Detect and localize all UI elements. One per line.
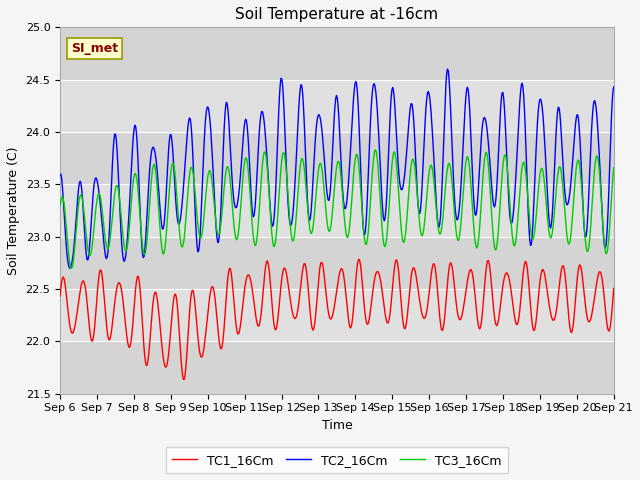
TC2_16Cm (610, 84, 618, 90)
Y-axis label: Soil Temperature (C): Soil Temperature (C) (7, 146, 20, 275)
TC3_16Cm (68, 265, 76, 271)
Bar (60, 27, 614, 80)
Text: SI_met: SI_met (71, 42, 118, 55)
Line: TC1_16Cm: TC1_16Cm (60, 259, 614, 380)
TC3_16Cm (371, 147, 379, 153)
TC1_16Cm (209, 285, 217, 291)
TC2_16Cm (180, 176, 188, 181)
TC2_16Cm (405, 119, 413, 125)
TC3_16Cm (56, 204, 64, 209)
TC1_16Cm (124, 336, 131, 341)
TC3_16Cm (180, 236, 188, 242)
Bar (60, 132, 614, 184)
Line: TC2_16Cm: TC2_16Cm (60, 69, 614, 268)
TC3_16Cm (209, 192, 217, 198)
TC3_16Cm (610, 165, 618, 171)
TC2_16Cm (209, 173, 217, 179)
Bar (60, 237, 614, 289)
TC1_16Cm (180, 377, 188, 383)
X-axis label: Time: Time (321, 419, 352, 432)
TC2_16Cm (444, 66, 451, 72)
Title: Soil Temperature at -16cm: Soil Temperature at -16cm (236, 7, 438, 22)
TC1_16Cm (610, 286, 618, 291)
TC1_16Cm (67, 324, 74, 330)
TC1_16Cm (56, 293, 64, 299)
TC2_16Cm (124, 229, 132, 235)
TC3_16Cm (422, 205, 429, 211)
Line: TC3_16Cm: TC3_16Cm (60, 150, 614, 268)
Legend: TC1_16Cm, TC2_16Cm, TC3_16Cm: TC1_16Cm, TC2_16Cm, TC3_16Cm (166, 447, 508, 473)
TC2_16Cm (67, 264, 75, 270)
TC3_16Cm (67, 262, 74, 268)
Bar (60, 341, 614, 394)
TC2_16Cm (421, 120, 429, 125)
Bar (60, 80, 614, 132)
TC3_16Cm (124, 240, 132, 246)
Bar (60, 289, 614, 341)
TC1_16Cm (422, 312, 429, 318)
TC1_16Cm (355, 256, 363, 262)
Bar (60, 184, 614, 237)
TC1_16Cm (179, 376, 187, 382)
TC2_16Cm (67, 265, 74, 271)
TC1_16Cm (406, 288, 413, 293)
TC2_16Cm (56, 172, 64, 178)
TC3_16Cm (406, 178, 413, 183)
